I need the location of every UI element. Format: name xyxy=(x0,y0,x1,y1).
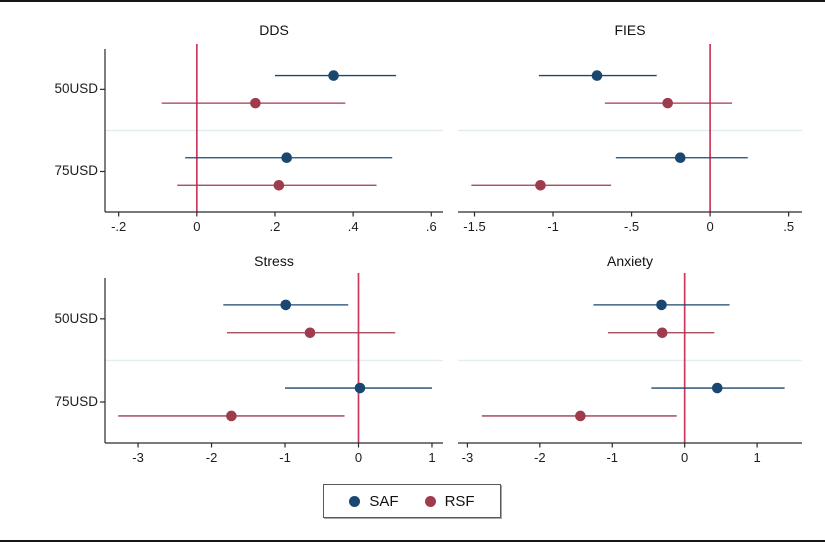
row-label-75usd-bottom: 75USD xyxy=(54,394,98,409)
legend-box: SAF RSF xyxy=(323,484,501,518)
svg-text:-.2: -.2 xyxy=(111,219,126,234)
svg-text:-.5: -.5 xyxy=(624,219,639,234)
svg-text:-2: -2 xyxy=(534,450,546,465)
svg-text:-1: -1 xyxy=(606,450,618,465)
rsf-marker-icon xyxy=(424,495,436,507)
svg-text:-1.5: -1.5 xyxy=(463,219,485,234)
row-label-50usd-top: 50USD xyxy=(54,81,98,96)
legend-item-saf: SAF xyxy=(349,492,399,510)
svg-text:-1: -1 xyxy=(547,219,559,234)
svg-text:0: 0 xyxy=(706,219,713,234)
svg-text:.5: .5 xyxy=(783,219,794,234)
svg-text:-1: -1 xyxy=(279,450,291,465)
svg-text:1: 1 xyxy=(753,450,760,465)
saf-marker-icon xyxy=(349,495,361,507)
panel-title-dds: DDS xyxy=(259,22,289,38)
panel-title-fies: FIES xyxy=(614,22,646,38)
svg-text:-3: -3 xyxy=(462,450,474,465)
svg-text:0: 0 xyxy=(355,450,362,465)
svg-text:.4: .4 xyxy=(348,219,359,234)
panel-title-stress: Stress xyxy=(254,253,294,269)
svg-text:.2: .2 xyxy=(270,219,281,234)
svg-text:-3: -3 xyxy=(132,450,144,465)
row-label-50usd-bottom: 50USD xyxy=(54,311,98,326)
row-label-75usd-top: 75USD xyxy=(54,163,98,178)
svg-text:1: 1 xyxy=(428,450,435,465)
svg-text:.6: .6 xyxy=(426,219,437,234)
svg-text:-2: -2 xyxy=(206,450,218,465)
legend-item-rsf: RSF xyxy=(424,492,475,510)
bottom-rule xyxy=(0,540,825,542)
legend-label-rsf: RSF xyxy=(444,492,475,510)
panel-title-anxiety: Anxiety xyxy=(607,253,653,269)
legend-label-saf: SAF xyxy=(369,492,399,510)
svg-text:0: 0 xyxy=(681,450,688,465)
top-rule xyxy=(0,0,825,2)
svg-text:0: 0 xyxy=(193,219,200,234)
